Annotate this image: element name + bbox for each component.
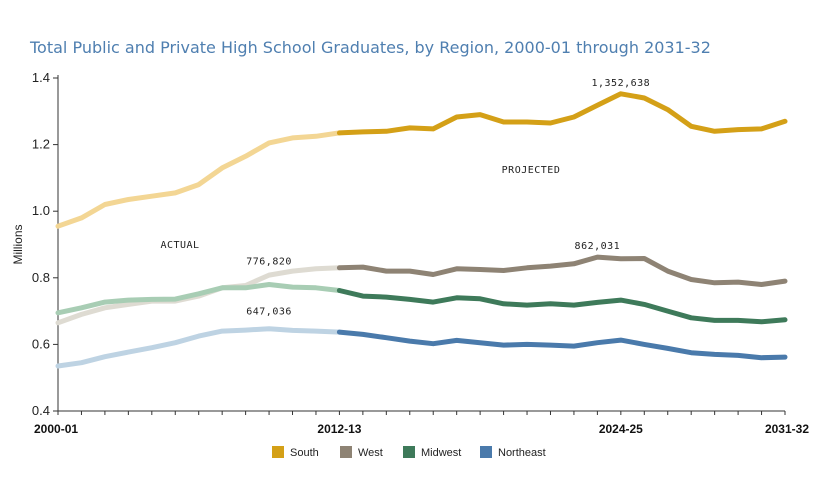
x-tick-label: 2024-25 xyxy=(599,422,643,436)
chart-title: Total Public and Private High School Gra… xyxy=(30,38,711,57)
legend-label-midwest: Midwest xyxy=(421,447,461,459)
y-tick-label: 1.2 xyxy=(32,137,50,152)
x-tick-label: 2000-01 xyxy=(34,422,78,436)
y-tick-label: 0.6 xyxy=(32,336,50,351)
region-label-projected: PROJECTED xyxy=(502,165,561,176)
annotation-west-peak: 862,031 xyxy=(575,241,621,252)
region-label-actual: ACTUAL xyxy=(160,240,199,251)
y-tick-label: 1.4 xyxy=(32,70,50,85)
legend-label-northeast: Northeast xyxy=(498,447,546,459)
series-layer xyxy=(55,91,788,369)
series-line-west-projected xyxy=(336,254,788,287)
x-tick-label: 2031-32 xyxy=(765,422,809,436)
axes: 0.4 0.6 0.8 1.0 1.2 1.4 2000-01 2012-13 2024-25 2… xyxy=(11,70,809,436)
y-tick-label: 1.0 xyxy=(32,203,50,218)
series-line-midwest-actual xyxy=(55,282,342,316)
series-line-northeast-projected xyxy=(336,329,788,361)
legend-label-south: South xyxy=(290,447,319,459)
series-line-northeast-actual xyxy=(55,326,342,369)
legend-swatch-northeast xyxy=(480,446,492,458)
annotation-south-peak: 1,352,638 xyxy=(591,78,650,89)
legend: South West Midwest Northeast xyxy=(272,446,546,459)
y-tick-label: 0.4 xyxy=(32,403,50,418)
labels-layer: 1,352,638 862,031 776,820 647,036 ACTUAL PROJ… xyxy=(160,78,650,318)
series-line-midwest-projected xyxy=(336,288,788,325)
y-tick-label: 0.8 xyxy=(32,270,50,285)
series-line-south-projected xyxy=(336,91,788,136)
x-tick-label: 2012-13 xyxy=(317,422,361,436)
legend-swatch-midwest xyxy=(403,446,415,458)
legend-swatch-west xyxy=(340,446,352,458)
legend-swatch-south xyxy=(272,446,284,458)
series-line-south-actual xyxy=(55,130,342,229)
annotation-midwest-peak: 776,820 xyxy=(246,256,292,267)
legend-label-west: West xyxy=(358,447,383,459)
annotation-northeast-peak: 647,036 xyxy=(246,307,292,318)
y-axis-label: Millions xyxy=(11,224,25,264)
